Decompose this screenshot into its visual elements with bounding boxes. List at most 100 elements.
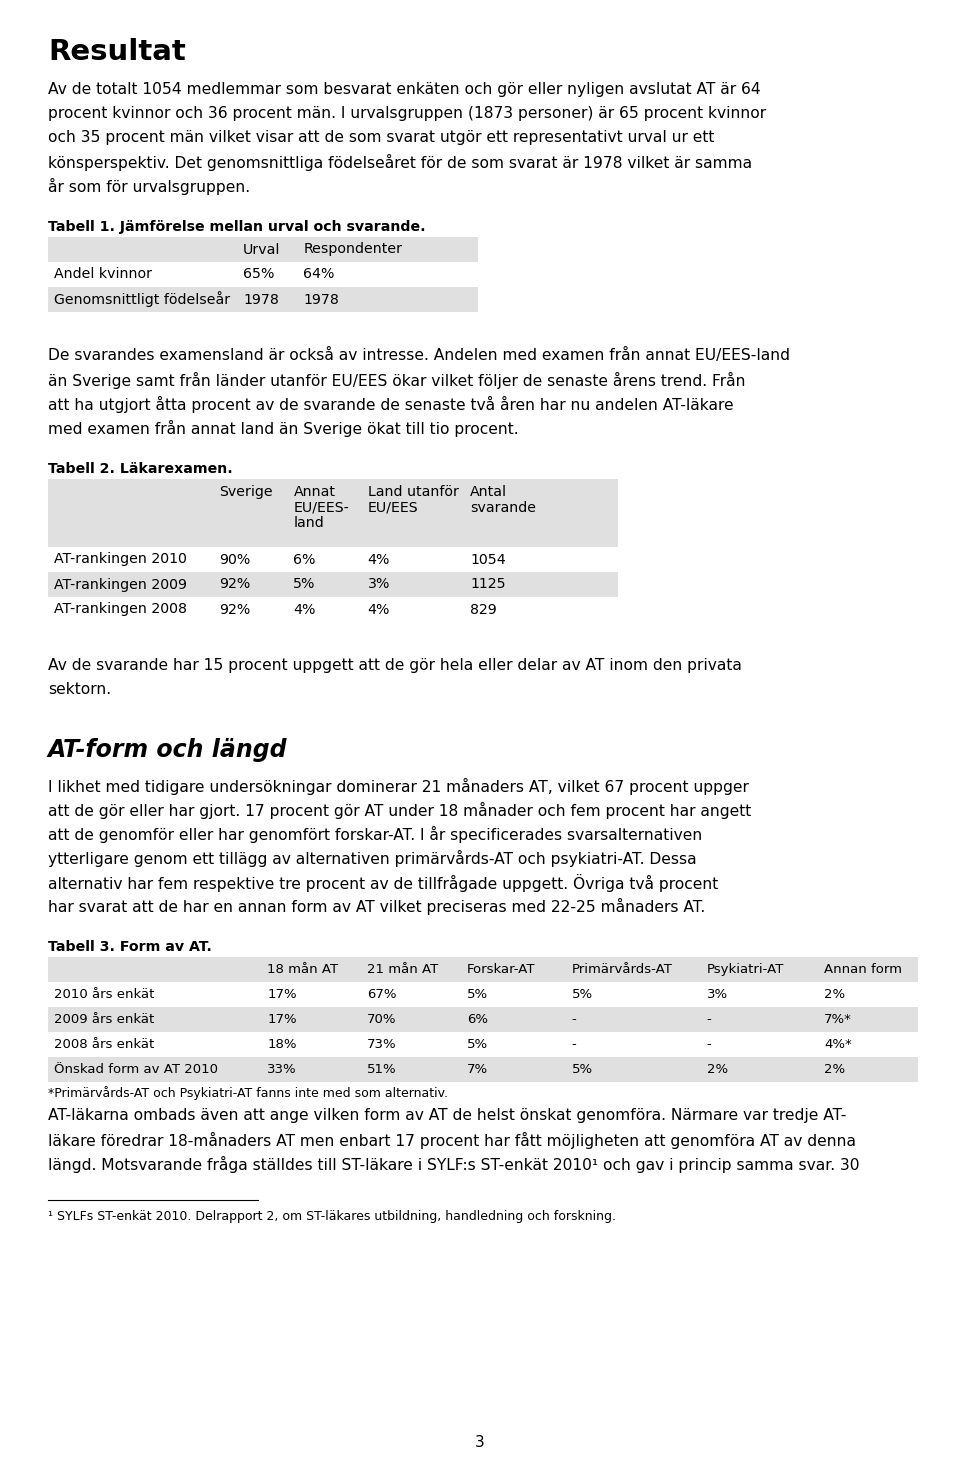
Text: 1054: 1054 (470, 552, 506, 567)
Text: 5%: 5% (468, 1038, 489, 1052)
Text: 1978: 1978 (303, 292, 339, 307)
Text: att de gör eller har gjort. 17 procent gör AT under 18 månader och fem procent h: att de gör eller har gjort. 17 procent g… (48, 802, 752, 820)
Text: längd. Motsvarande fråga ställdes till ST-läkare i SYLF:s ST-enkät 2010¹ och gav: längd. Motsvarande fråga ställdes till S… (48, 1156, 859, 1173)
Text: 17%: 17% (267, 988, 297, 1001)
Text: 5%: 5% (468, 988, 489, 1001)
Text: Primärvårds-AT: Primärvårds-AT (571, 963, 673, 976)
Text: könsperspektiv. Det genomsnittliga födelseåret för de som svarat är 1978 vilket : könsperspektiv. Det genomsnittliga födel… (48, 154, 752, 171)
Bar (48, 597, 618, 622)
Text: 3%: 3% (707, 988, 728, 1001)
Bar (48, 572, 618, 597)
Text: 67%: 67% (367, 988, 396, 1001)
Text: 17%: 17% (267, 1013, 297, 1027)
Text: procent kvinnor och 36 procent män. I urvalsgruppen (1873 personer) är 65 procen: procent kvinnor och 36 procent män. I ur… (48, 106, 766, 121)
Text: att de genomför eller har genomfört forskar-AT. I år specificerades svarsalterna: att de genomför eller har genomfört fors… (48, 826, 703, 843)
Text: 2009 års enkät: 2009 års enkät (54, 1013, 155, 1027)
Text: Antal: Antal (470, 484, 507, 499)
Bar (48, 546, 618, 572)
Text: med examen från annat land än Sverige ökat till tio procent.: med examen från annat land än Sverige ök… (48, 419, 518, 437)
Bar (48, 261, 478, 287)
Text: 4%: 4% (368, 552, 390, 567)
Text: 6%: 6% (294, 552, 316, 567)
Text: 5%: 5% (294, 578, 316, 591)
Bar (48, 287, 478, 312)
Bar (48, 982, 918, 1007)
Text: Forskar-AT: Forskar-AT (468, 963, 536, 976)
Text: 7%: 7% (468, 1063, 489, 1077)
Text: och 35 procent män vilket visar att de som svarat utgör ett representativt urval: och 35 procent män vilket visar att de s… (48, 130, 714, 145)
Text: svarande: svarande (470, 501, 536, 514)
Text: 3: 3 (475, 1436, 485, 1450)
Text: ytterligare genom ett tillägg av alternativen primärvårds-AT och psykiatri-AT. D: ytterligare genom ett tillägg av alterna… (48, 849, 697, 867)
Text: Tabell 3. Form av AT.: Tabell 3. Form av AT. (48, 939, 212, 954)
Text: land: land (294, 515, 324, 530)
Text: 2%: 2% (824, 988, 845, 1001)
Text: år som för urvalsgruppen.: år som för urvalsgruppen. (48, 179, 251, 195)
Text: AT-rankingen 2010: AT-rankingen 2010 (54, 552, 187, 567)
Text: 18 mån AT: 18 mån AT (267, 963, 338, 976)
Text: ¹ SYLFs ST-enkät 2010. Delrapport 2, om ST-läkares utbildning, handledning och f: ¹ SYLFs ST-enkät 2010. Delrapport 2, om … (48, 1210, 616, 1223)
Text: 5%: 5% (571, 1063, 592, 1077)
Text: Andel kvinnor: Andel kvinnor (54, 267, 152, 282)
Text: 21 mån AT: 21 mån AT (367, 963, 439, 976)
Text: Land utanför: Land utanför (368, 484, 458, 499)
Bar (48, 1058, 918, 1083)
Text: 7%*: 7%* (824, 1013, 852, 1027)
Text: EU/EES-: EU/EES- (294, 501, 349, 514)
Text: har svarat att de har en annan form av AT vilket preciseras med 22-25 månaders A: har svarat att de har en annan form av A… (48, 898, 706, 916)
Text: -: - (707, 1038, 711, 1052)
Text: AT-läkarna ombads även att ange vilken form av AT de helst önskat genomföra. När: AT-läkarna ombads även att ange vilken f… (48, 1108, 847, 1123)
Text: Sverige: Sverige (219, 484, 273, 499)
Text: Önskad form av AT 2010: Önskad form av AT 2010 (54, 1063, 218, 1077)
Text: läkare föredrar 18-månaders AT men enbart 17 procent har fått möjligheten att ge: läkare föredrar 18-månaders AT men enbar… (48, 1131, 856, 1149)
Text: 33%: 33% (267, 1063, 297, 1077)
Bar (48, 236, 478, 261)
Text: 2%: 2% (824, 1063, 845, 1077)
Text: -: - (571, 1038, 576, 1052)
Text: 51%: 51% (367, 1063, 396, 1077)
Text: 2%: 2% (707, 1063, 728, 1077)
Text: Tabell 1. Jämförelse mellan urval och svarande.: Tabell 1. Jämförelse mellan urval och sv… (48, 220, 425, 233)
Text: Psykiatri-AT: Psykiatri-AT (707, 963, 784, 976)
Text: I likhet med tidigare undersökningar dominerar 21 månaders AT, vilket 67 procent: I likhet med tidigare undersökningar dom… (48, 778, 749, 795)
Text: att ha utgjort åtta procent av de svarande de senaste två åren har nu andelen AT: att ha utgjort åtta procent av de svaran… (48, 396, 733, 414)
Text: 65%: 65% (243, 267, 275, 282)
Text: 2010 års enkät: 2010 års enkät (54, 988, 155, 1001)
Bar (48, 1007, 918, 1032)
Text: sektorn.: sektorn. (48, 682, 111, 697)
Text: -: - (707, 1013, 711, 1027)
Text: AT-rankingen 2009: AT-rankingen 2009 (54, 578, 187, 591)
Text: 4%: 4% (294, 603, 316, 616)
Bar (48, 1032, 918, 1058)
Text: 64%: 64% (303, 267, 335, 282)
Text: 4%*: 4%* (824, 1038, 852, 1052)
Text: Av de svarande har 15 procent uppgett att de gör hela eller delar av AT inom den: Av de svarande har 15 procent uppgett at… (48, 657, 742, 674)
Text: 18%: 18% (267, 1038, 297, 1052)
Text: 1978: 1978 (243, 292, 279, 307)
Text: 73%: 73% (367, 1038, 396, 1052)
Text: Urval: Urval (243, 242, 280, 257)
Text: 90%: 90% (219, 552, 251, 567)
Text: AT-rankingen 2008: AT-rankingen 2008 (54, 603, 187, 616)
Text: 4%: 4% (368, 603, 390, 616)
Text: 829: 829 (470, 603, 497, 616)
Bar (48, 957, 918, 982)
Text: 3%: 3% (368, 578, 390, 591)
Text: 92%: 92% (219, 578, 251, 591)
Text: Genomsnittligt födelseår: Genomsnittligt födelseår (54, 291, 230, 307)
Text: 1125: 1125 (470, 578, 506, 591)
Text: Respondenter: Respondenter (303, 242, 402, 257)
Text: 92%: 92% (219, 603, 251, 616)
Text: AT-form och längd: AT-form och längd (48, 738, 287, 762)
Text: Resultat: Resultat (48, 38, 185, 66)
Text: De svarandes examensland är också av intresse. Andelen med examen från annat EU/: De svarandes examensland är också av int… (48, 349, 790, 363)
Text: 70%: 70% (367, 1013, 396, 1027)
Text: EU/EES: EU/EES (368, 501, 419, 514)
Text: Annat: Annat (294, 484, 335, 499)
Text: Annan form: Annan form (824, 963, 902, 976)
Text: -: - (571, 1013, 576, 1027)
Text: alternativ har fem respektive tre procent av de tillfrågade uppgett. Övriga två : alternativ har fem respektive tre procen… (48, 874, 718, 892)
Text: 2008 års enkät: 2008 års enkät (54, 1038, 155, 1052)
Text: än Sverige samt från länder utanför EU/EES ökar vilket följer de senaste årens t: än Sverige samt från länder utanför EU/E… (48, 372, 746, 388)
Text: Av de totalt 1054 medlemmar som besvarat enkäten och gör eller nyligen avslutat : Av de totalt 1054 medlemmar som besvarat… (48, 83, 760, 97)
